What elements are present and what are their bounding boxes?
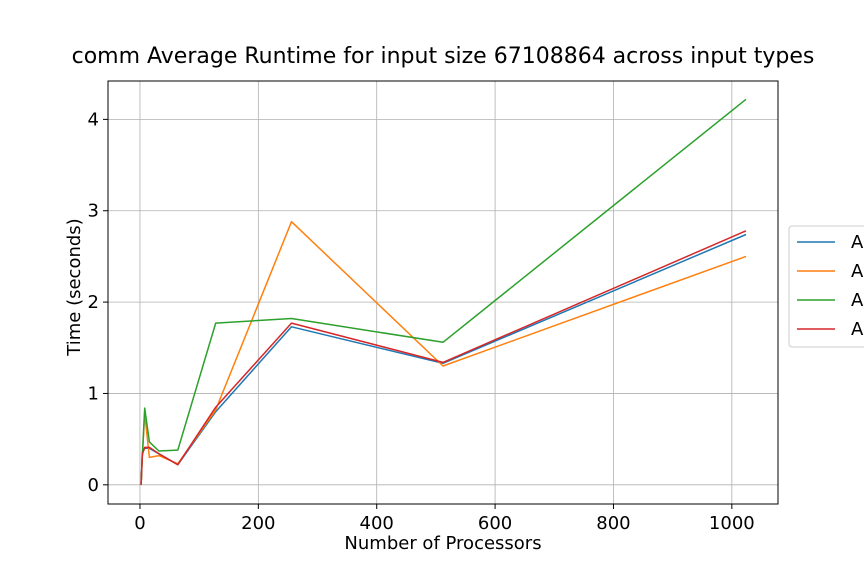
series-line-4	[140, 230, 747, 485]
y-tick-label: 2	[88, 292, 99, 313]
x-tick-label: 1000	[709, 513, 755, 534]
x-tick-label: 400	[360, 513, 394, 534]
x-tick-label: 800	[596, 513, 630, 534]
x-axis-label: Number of Processors	[344, 533, 541, 554]
x-axis-ticks: 0 200 400 600 800 1000	[134, 504, 755, 534]
chart-title: comm Average Runtime for input size 6710…	[72, 44, 815, 69]
y-tick-label: 1	[88, 383, 99, 404]
y-tick-label: 3	[88, 201, 99, 222]
legend-label-2: A	[851, 261, 864, 282]
plot-frame	[107, 80, 779, 505]
series-line-3	[140, 98, 747, 485]
y-tick-label: 0	[88, 475, 99, 496]
y-axis-ticks: 0 1 2 3 4	[88, 109, 108, 496]
grid	[108, 81, 778, 504]
series-line-2	[140, 220, 747, 485]
x-tick-label: 200	[241, 513, 275, 534]
x-tick-label: 0	[134, 513, 145, 534]
legend-box	[788, 225, 864, 348]
legend-label-1: A	[851, 232, 864, 253]
series-line-1	[140, 233, 747, 485]
x-tick-label: 600	[478, 513, 512, 534]
y-tick-label: 4	[88, 109, 99, 130]
legend-label-3: A	[851, 290, 864, 311]
series-lines	[140, 98, 747, 485]
y-axis-label: Time (seconds)	[64, 218, 85, 356]
legend-label-4: A	[851, 319, 864, 340]
